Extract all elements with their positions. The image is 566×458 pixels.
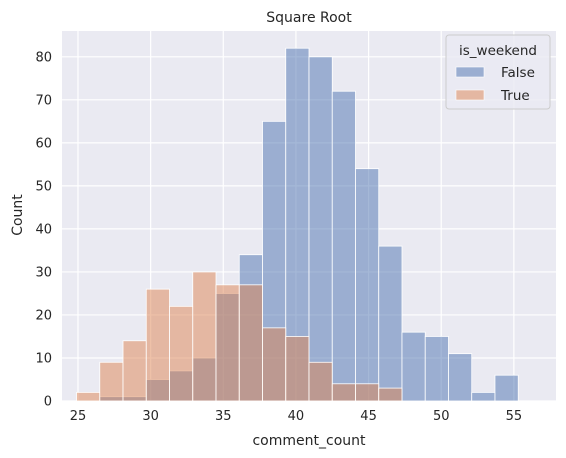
x-tick-label: 25 <box>70 409 87 424</box>
legend-swatch-false <box>455 66 485 78</box>
bar-true-13 <box>378 387 403 402</box>
bar-true-10 <box>308 361 333 402</box>
bar-false-10 <box>308 56 333 402</box>
x-tick-label: 35 <box>215 409 232 424</box>
bar-true-12 <box>355 383 380 402</box>
x-tick-label: 45 <box>360 409 377 424</box>
y-tick-label: 80 <box>35 50 52 65</box>
bar-false-12 <box>355 168 380 402</box>
bar-false-16 <box>448 353 473 402</box>
bar-true-9 <box>285 336 310 402</box>
bars <box>76 47 519 402</box>
legend-label-false: False <box>501 65 535 81</box>
legend-label-true: True <box>500 88 530 104</box>
y-tick-label: 10 <box>35 351 52 366</box>
y-tick-label: 0 <box>44 395 52 410</box>
legend-swatch-true <box>455 89 485 101</box>
bar-true-2 <box>122 340 147 402</box>
bar-false-15 <box>424 336 449 402</box>
y-tick-labels: 0 10 20 30 40 50 60 70 80 <box>35 50 52 409</box>
y-tick-label: 70 <box>35 93 52 108</box>
chart-title: Square Root <box>266 10 352 26</box>
y-tick-label: 40 <box>35 222 52 237</box>
x-tick-label: 55 <box>506 409 523 424</box>
y-tick-label: 60 <box>35 136 52 151</box>
y-tick-label: 30 <box>35 265 52 280</box>
bar-true-1 <box>99 361 124 402</box>
bar-false-11 <box>331 90 356 402</box>
bar-true-8 <box>262 327 287 402</box>
x-axis-label: comment_count <box>252 433 366 449</box>
bar-true-7 <box>238 284 263 402</box>
bar-true-0 <box>76 391 101 402</box>
bar-false-17 <box>471 391 496 402</box>
x-tick-label: 30 <box>142 409 159 424</box>
bar-true-5 <box>192 271 217 402</box>
x-tick-labels: 25 30 35 40 45 50 55 <box>70 409 522 424</box>
bar-true-3 <box>145 288 170 402</box>
y-tick-label: 20 <box>35 308 52 323</box>
legend-title: is_weekend <box>459 43 537 59</box>
bar-true-4 <box>169 305 194 402</box>
bar-true-6 <box>215 284 240 402</box>
bar-false-14 <box>401 331 426 402</box>
legend: is_weekend False True <box>445 34 551 110</box>
x-tick-label: 40 <box>288 409 305 424</box>
series-true <box>76 271 403 402</box>
x-tick-label: 50 <box>433 409 450 424</box>
bar-false-13 <box>378 245 403 402</box>
bar-true-11 <box>331 383 356 402</box>
bar-false-18 <box>494 374 519 402</box>
y-tick-label: 50 <box>35 179 52 194</box>
y-axis-label: Count <box>10 194 26 236</box>
